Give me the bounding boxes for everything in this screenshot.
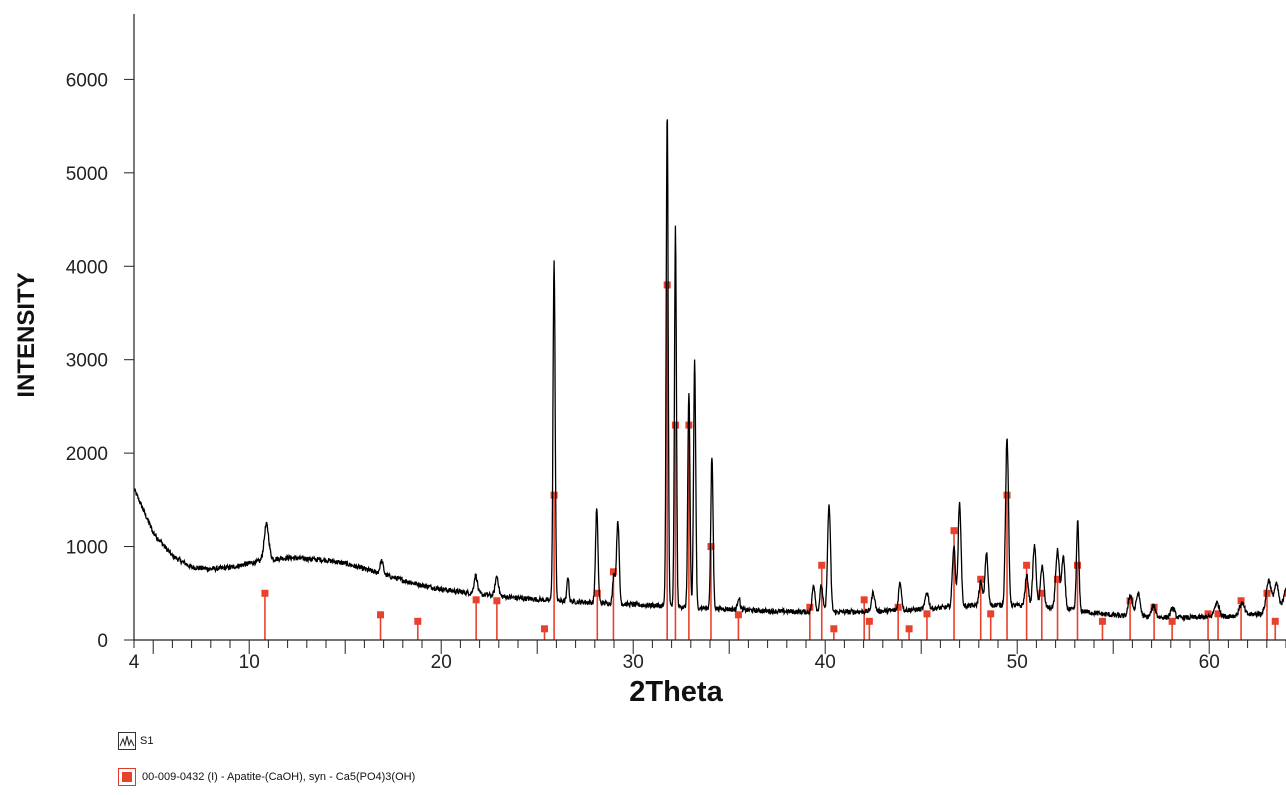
reference-marker — [671, 421, 679, 429]
reference-marker — [1237, 597, 1245, 605]
x-tick-label: 10 — [239, 652, 260, 673]
reference-marker — [1023, 561, 1031, 569]
reference-marker — [609, 568, 617, 576]
reference-sticks — [261, 281, 1286, 640]
reference-marker — [261, 589, 269, 597]
x-tick-label: 60 — [1199, 652, 1220, 673]
reference-marker — [414, 617, 422, 625]
reference-marker — [377, 611, 385, 619]
reference-marker — [905, 625, 913, 633]
x-tick-label: 40 — [815, 652, 836, 673]
reference-marker — [1098, 617, 1106, 625]
reference-marker — [818, 561, 826, 569]
legend-label-reference: 00-009-0432 (I) - Apatite-(CaOH), syn - … — [142, 771, 416, 783]
y-tick-label: 2000 — [66, 444, 108, 465]
y-tick-label: 0 — [97, 631, 108, 652]
x-tick-label: 20 — [431, 652, 452, 673]
reference-marker — [806, 603, 814, 611]
y-axis-title: INTENSITY — [13, 272, 40, 397]
reference-marker — [493, 597, 501, 605]
reference-marker — [865, 617, 873, 625]
reference-marker — [987, 610, 995, 618]
reference-marker — [540, 625, 548, 633]
reference-marker — [1204, 610, 1212, 618]
legend-item-scan: S1 — [118, 732, 153, 750]
reference-marker — [1263, 589, 1271, 597]
axes: 4 10 20 30 40 50 60 0 1000 2000 3000 4000 5000 6000 — [66, 14, 1286, 673]
reference-marker — [977, 575, 985, 583]
reference-marker — [550, 491, 558, 499]
reference-marker — [1168, 617, 1176, 625]
reference-marker — [1271, 617, 1279, 625]
xrd-scan-icon — [118, 732, 136, 750]
reference-marker — [950, 527, 958, 535]
reference-marker — [830, 625, 838, 633]
reference-marker — [894, 603, 902, 611]
x-tick-label: 30 — [623, 652, 644, 673]
reference-marker — [1073, 561, 1081, 569]
reference-marker — [734, 611, 742, 619]
reference-marker — [1038, 589, 1046, 597]
xrd-pattern-line — [133, 119, 1286, 623]
reference-marker — [1003, 491, 1011, 499]
x-tick-label: 4 — [129, 652, 140, 673]
x-axis-title: 2Theta — [629, 676, 723, 708]
y-tick-label: 3000 — [66, 351, 108, 372]
reference-marker — [472, 596, 480, 604]
x-tick-label: 50 — [1007, 652, 1028, 673]
red-square-icon — [118, 768, 136, 786]
reference-marker — [860, 596, 868, 604]
legend-label-scan: S1 — [140, 735, 154, 747]
reference-marker — [1214, 610, 1222, 618]
y-tick-label: 6000 — [66, 70, 108, 91]
legend-item-reference: 00-009-0432 (I) - Apatite-(CaOH), syn - … — [118, 768, 415, 786]
reference-marker — [663, 281, 671, 289]
reference-marker — [1126, 597, 1134, 605]
reference-marker — [923, 610, 931, 618]
reference-marker — [1054, 575, 1062, 583]
y-tick-label: 1000 — [66, 538, 108, 559]
y-tick-label: 4000 — [66, 257, 108, 278]
y-tick-label: 5000 — [66, 164, 108, 185]
reference-marker — [593, 589, 601, 597]
